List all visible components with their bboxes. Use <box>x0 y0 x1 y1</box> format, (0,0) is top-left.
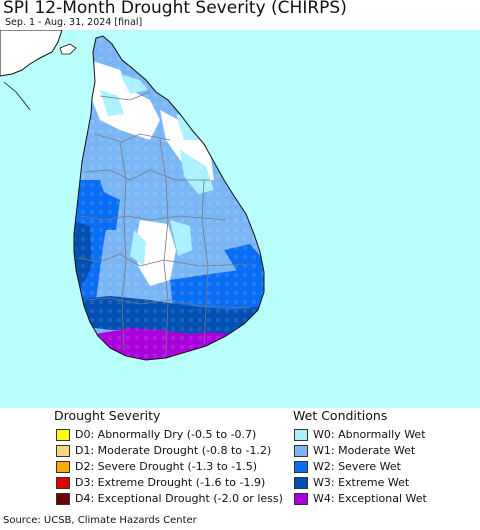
drought-map <box>0 30 480 408</box>
footer: Source: UCSB, Climate Hazards Center <box>0 512 480 530</box>
legend-label-w2: W2: Severe Wet <box>313 460 401 473</box>
legend-label-w4: W4: Exceptional Wet <box>313 492 427 505</box>
source-credit: Source: UCSB, Climate Hazards Center <box>3 515 197 526</box>
header: SPI 12-Month Drought Severity (CHIRPS) S… <box>0 0 480 30</box>
swatch-d1 <box>56 445 70 457</box>
legend-label-d4: D4: Exceptional Drought (-2.0 or less) <box>75 492 283 505</box>
legend-label-d1: D1: Moderate Drought (-0.8 to -1.2) <box>75 444 272 457</box>
swatch-d3 <box>56 477 70 489</box>
map-subtitle: Sep. 1 - Aug. 31, 2024 [final] <box>5 17 143 28</box>
map-title: SPI 12-Month Drought Severity (CHIRPS) <box>3 0 347 18</box>
swatch-w4 <box>294 493 308 505</box>
swatch-w1 <box>294 445 308 457</box>
swatch-w2 <box>294 461 308 473</box>
legend-label-d2: D2: Severe Drought (-1.3 to -1.5) <box>75 460 258 473</box>
india-mainland <box>0 30 63 77</box>
swatch-w0 <box>294 429 308 441</box>
swatch-w3 <box>294 477 308 489</box>
jaffna-islands <box>59 43 77 55</box>
district-borders <box>77 91 251 357</box>
legend-label-d0: D0: Abnormally Dry (-0.5 to -0.7) <box>75 428 257 441</box>
legend-label-w3: W3: Extreme Wet <box>313 476 410 489</box>
swatch-d2 <box>56 461 70 473</box>
coastline <box>73 35 265 361</box>
legend-label-w0: W0: Abnormally Wet <box>313 428 426 441</box>
india-coast-line <box>3 81 31 111</box>
legend: Drought Severity Wet Conditions D0: Abno… <box>0 408 480 512</box>
swatch-d4 <box>56 493 70 505</box>
drought-legend-heading: Drought Severity <box>54 408 161 423</box>
legend-label-d3: D3: Extreme Drought (-1.6 to -1.9) <box>75 476 266 489</box>
wet-legend-heading: Wet Conditions <box>293 408 388 423</box>
swatch-d0 <box>56 429 70 441</box>
legend-label-w1: W1: Moderate Wet <box>313 444 416 457</box>
